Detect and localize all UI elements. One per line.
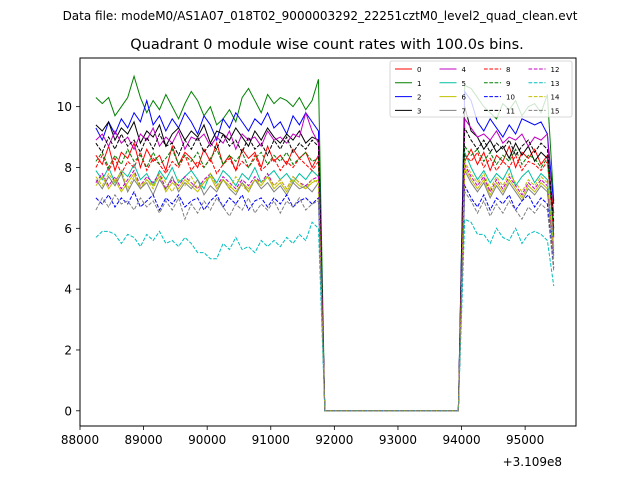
y-tick-label: 0 xyxy=(64,404,72,418)
legend-label: 4 xyxy=(462,66,467,74)
y-tick-label: 4 xyxy=(64,283,72,297)
x-tick-label: 91000 xyxy=(252,433,290,447)
series-line-14 xyxy=(95,159,555,412)
series-line-9 xyxy=(95,144,555,412)
legend-label: 3 xyxy=(417,107,421,115)
legend-label: 15 xyxy=(551,107,560,115)
x-tick-label: 90000 xyxy=(188,433,226,447)
series-line-4 xyxy=(95,111,555,412)
series-line-11 xyxy=(95,127,555,412)
x-offset-label: +3.109e8 xyxy=(503,455,562,469)
series-line-0 xyxy=(95,141,555,412)
series-line-12 xyxy=(95,162,555,412)
y-tick-label: 8 xyxy=(64,161,72,175)
series-line-2 xyxy=(95,89,555,412)
legend-label: 14 xyxy=(551,94,560,102)
legend-label: 11 xyxy=(506,107,515,115)
x-tick-label: 94000 xyxy=(442,433,480,447)
y-tick-label: 10 xyxy=(57,100,72,114)
x-tick-label: 88000 xyxy=(61,433,99,447)
series-line-13 xyxy=(95,218,555,412)
y-axis: 0 2 4 6 8 10 xyxy=(57,100,80,418)
x-tick-label: 89000 xyxy=(124,433,162,447)
axes-frame xyxy=(79,57,577,427)
legend-label: 12 xyxy=(551,66,560,74)
y-tick-label: 6 xyxy=(64,222,72,236)
x-tick-label: 92000 xyxy=(315,433,353,447)
legend-label: 9 xyxy=(506,80,510,88)
series-line-15 xyxy=(95,190,555,412)
legend-label: 5 xyxy=(462,80,466,88)
legend-label: 6 xyxy=(462,94,467,102)
legend-label: 1 xyxy=(417,80,421,88)
series-line-3 xyxy=(95,106,555,412)
legend-box xyxy=(389,60,573,118)
x-tick-label: 95000 xyxy=(506,433,544,447)
y-tick-label: 2 xyxy=(64,343,72,357)
x-tick-label: 93000 xyxy=(379,433,417,447)
legend-label: 13 xyxy=(551,80,560,88)
x-axis: 88000 89000 90000 91000 92000 93000 94000 95000 xyxy=(61,426,544,447)
series-line-1 xyxy=(95,74,555,412)
legend-label: 0 xyxy=(417,66,421,74)
legend-label: 8 xyxy=(506,66,510,74)
series-line-10 xyxy=(95,183,555,412)
plot-area xyxy=(95,74,555,412)
legend-label: 7 xyxy=(462,107,466,115)
legend-label: 10 xyxy=(506,94,515,102)
legend-label: 2 xyxy=(417,94,421,102)
series-line-6 xyxy=(95,165,555,412)
figure-suptitle: Data file: modeM0/AS1A07_018T02_90000032… xyxy=(63,9,578,23)
chart-title: Quadrant 0 module wise count rates with … xyxy=(130,37,524,53)
